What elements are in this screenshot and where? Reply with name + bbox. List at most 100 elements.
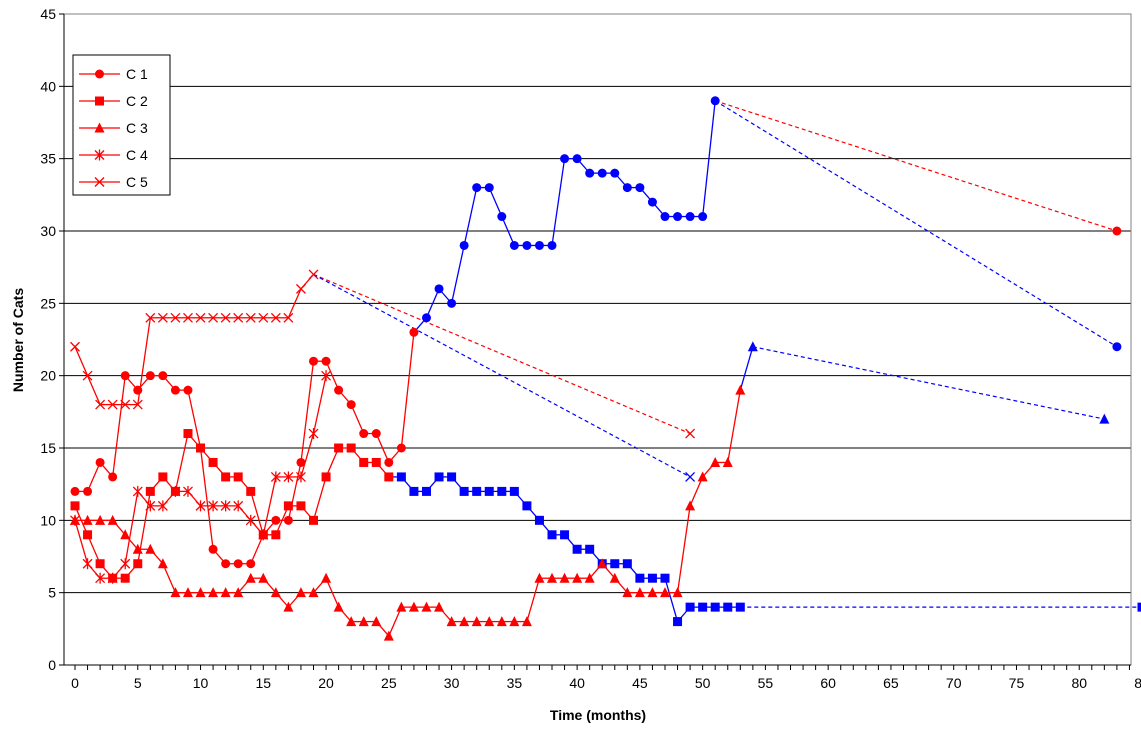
data-point-triangle <box>233 587 244 598</box>
data-point-circle <box>95 457 105 467</box>
legend-box <box>72 54 171 196</box>
data-point-circle <box>133 385 143 395</box>
data-point-triangle <box>584 572 595 583</box>
data-point-triangle <box>132 543 143 554</box>
data-point-asterisk <box>258 529 269 541</box>
data-point-square <box>585 544 595 554</box>
data-point-x-stroke <box>183 312 193 323</box>
x-tick-label: 85 <box>1134 675 1141 691</box>
data-point-circle <box>233 559 243 569</box>
series-segment <box>463 187 478 246</box>
series-segment <box>250 534 264 564</box>
data-point-square <box>509 486 519 496</box>
data-point-triangle <box>371 616 382 627</box>
data-point-square <box>233 472 243 482</box>
data-point-circle <box>283 515 293 525</box>
data-point-x <box>258 312 269 323</box>
data-point-x-stroke <box>95 399 106 410</box>
series-segment <box>86 462 101 492</box>
data-point-triangle <box>659 587 670 598</box>
projection-line <box>313 273 691 478</box>
data-point-circle <box>309 356 319 366</box>
series-segment <box>174 433 189 492</box>
data-point-x <box>685 471 696 482</box>
data-point-square <box>371 457 381 467</box>
data-point-square <box>246 486 256 496</box>
series-segment <box>250 491 264 535</box>
y-tick-label: 20 <box>40 368 56 384</box>
data-point-asterisk <box>308 428 319 440</box>
data-point-triangle <box>82 514 93 525</box>
data-point-triangle <box>170 587 181 598</box>
data-point-circle <box>183 385 193 395</box>
y-tick-label: 45 <box>40 6 56 22</box>
data-point-x-stroke <box>295 283 306 294</box>
data-point-x <box>107 399 118 410</box>
data-point-triangle <box>534 572 545 583</box>
series-segment <box>86 375 101 405</box>
data-point-x-stroke <box>270 312 281 323</box>
data-point-x <box>245 312 256 323</box>
data-markers <box>70 96 1141 641</box>
x-tick-label: 25 <box>381 675 397 691</box>
data-point-square <box>610 559 620 569</box>
data-point-square <box>321 472 331 482</box>
data-point-square <box>1137 602 1141 612</box>
data-point-x <box>94 177 105 187</box>
projection-line <box>752 346 1105 420</box>
data-point-square <box>133 559 143 569</box>
data-point-asterisk <box>270 471 281 483</box>
x-tick-label: 75 <box>1009 675 1025 691</box>
y-tick-label: 40 <box>40 78 56 94</box>
data-point-circle <box>497 212 507 222</box>
data-point-asterisk <box>107 572 118 584</box>
series-segment <box>162 563 177 593</box>
data-point-x <box>220 312 231 323</box>
data-point-square <box>723 602 733 612</box>
data-point-triangle <box>358 616 369 627</box>
data-point-asterisk <box>94 149 105 161</box>
data-point-asterisk <box>145 500 156 512</box>
data-point-asterisk <box>120 558 131 570</box>
data-point-x <box>308 269 319 280</box>
data-point-asterisk <box>220 500 231 512</box>
data-point-square <box>208 457 218 467</box>
legend-label: C 5 <box>126 174 148 190</box>
x-tick-label: 70 <box>946 675 962 691</box>
data-point-x-stroke <box>94 177 105 187</box>
data-point-square <box>622 559 632 569</box>
data-point-asterisk <box>208 500 219 512</box>
x-tick-label: 0 <box>71 675 79 691</box>
projection-line <box>715 100 1118 232</box>
data-point-x-stroke <box>685 471 696 482</box>
data-point-circle <box>158 371 168 381</box>
data-point-x-stroke <box>132 399 143 410</box>
data-point-square <box>384 472 394 482</box>
series-segment <box>689 476 704 507</box>
data-point-asterisk <box>70 514 80 526</box>
series-segment <box>739 346 754 391</box>
data-point-x <box>157 312 168 323</box>
data-point-asterisk <box>132 485 143 497</box>
series-segment <box>664 578 679 622</box>
y-tick-label: 15 <box>40 440 56 456</box>
data-point-x <box>70 341 80 352</box>
series-segment <box>287 288 302 319</box>
data-point-triangle <box>408 601 419 612</box>
data-point-square <box>70 501 80 511</box>
data-point-square <box>647 573 657 583</box>
data-point-x-stroke <box>170 312 181 323</box>
data-point-triangle <box>208 587 219 598</box>
data-point-circle <box>83 486 93 496</box>
data-point-x-stroke <box>107 399 118 410</box>
data-point-triangle <box>484 616 495 627</box>
legend-label: C 2 <box>126 93 148 109</box>
data-point-asterisk <box>233 500 244 512</box>
data-point-square <box>95 96 104 106</box>
data-point-triangle <box>446 616 457 627</box>
legend-label: C 3 <box>126 120 148 136</box>
y-axis-title: Number of Cats <box>10 288 26 392</box>
data-point-circle <box>396 443 406 453</box>
series-segment <box>300 361 315 463</box>
